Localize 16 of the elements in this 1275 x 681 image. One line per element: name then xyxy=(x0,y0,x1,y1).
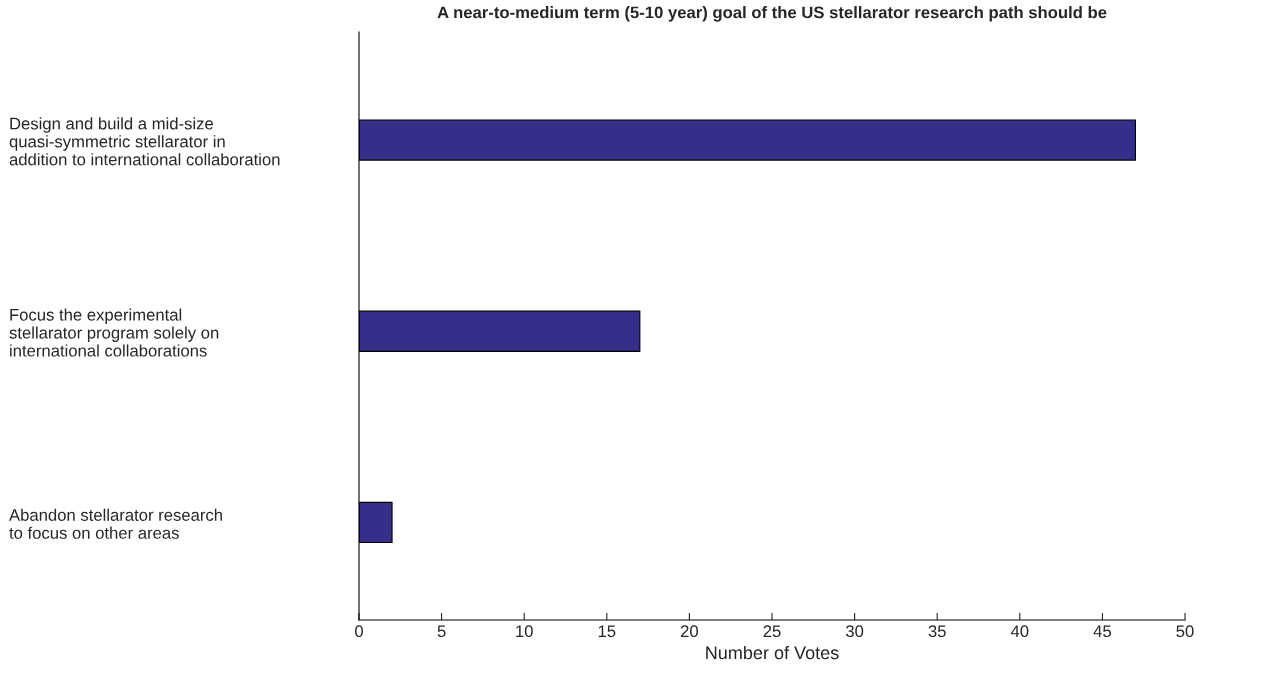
x-tick-label: 10 xyxy=(516,625,533,638)
x-tick-label: 50 xyxy=(1176,625,1194,638)
x-tick-label: 0 xyxy=(355,625,363,638)
x-tick-label: 35 xyxy=(928,625,946,638)
y-tick-label: Abandon stellarator research to focus on other areas xyxy=(9,508,222,539)
x-tick-label: 25 xyxy=(763,625,781,638)
y-tick-label: Design and build a mid-size quasi-symmetric stellarator in addition to international collaboration xyxy=(9,117,280,166)
x-tick-label: 15 xyxy=(598,625,616,638)
x-tick-label: 40 xyxy=(1010,625,1029,638)
x-axis-title: Number of Votes xyxy=(706,645,839,660)
x-tick-label: 45 xyxy=(1093,625,1111,638)
x-tick-label: 30 xyxy=(845,625,864,638)
x-tick-label: 5 xyxy=(437,625,446,638)
y-tick-label: Focus the experimental stellarator program solely on international collaborations xyxy=(9,308,219,357)
chart-title: A near-to-medium term (5-10 year) goal of the US stellarator research path should be xyxy=(437,6,1107,22)
x-tick-label: 20 xyxy=(680,625,699,638)
